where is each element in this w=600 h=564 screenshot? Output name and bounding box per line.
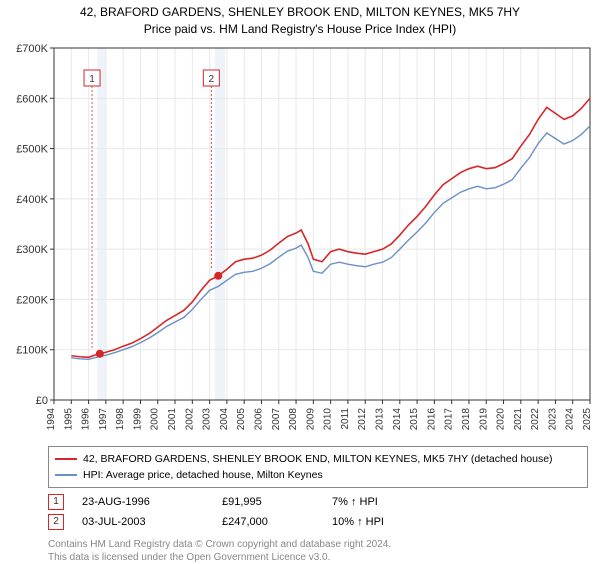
transaction-marker-badge: 1 (48, 494, 64, 510)
svg-text:£0: £0 (36, 395, 48, 407)
svg-text:2024: 2024 (565, 407, 576, 430)
legend-item: 42, BRAFORD GARDENS, SHENLEY BROOK END, … (55, 451, 581, 467)
transaction-row: 2 03-JUL-2003£247,00010% ↑ HPI (48, 512, 594, 532)
svg-text:2000: 2000 (150, 407, 161, 430)
transaction-date: 03-JUL-2003 (82, 516, 222, 528)
transaction-hpi: 10% ↑ HPI (332, 516, 384, 528)
svg-text:2009: 2009 (305, 407, 316, 430)
svg-text:£100K: £100K (16, 344, 48, 356)
legend-swatch (55, 458, 77, 460)
svg-text:£600K: £600K (16, 93, 48, 105)
svg-text:2003: 2003 (202, 407, 213, 430)
svg-text:1996: 1996 (81, 407, 92, 430)
svg-text:2013: 2013 (375, 407, 386, 430)
svg-text:1994: 1994 (46, 407, 57, 430)
svg-text:1997: 1997 (98, 407, 109, 430)
svg-text:2010: 2010 (323, 407, 334, 430)
svg-text:2006: 2006 (253, 407, 264, 430)
transaction-marker-badge: 2 (48, 514, 64, 530)
transaction-price: £91,995 (222, 496, 332, 508)
svg-text:2022: 2022 (530, 407, 541, 430)
svg-text:1998: 1998 (115, 407, 126, 430)
svg-text:2020: 2020 (496, 407, 507, 430)
svg-text:£400K: £400K (16, 193, 48, 205)
svg-text:2021: 2021 (513, 407, 524, 430)
legend-swatch (55, 474, 77, 476)
svg-text:2: 2 (209, 74, 215, 85)
transaction-table: 1 23-AUG-1996£91,9957% ↑ HPI 2 03-JUL-2003£… (48, 492, 594, 532)
svg-text:£300K: £300K (16, 244, 48, 256)
svg-text:2015: 2015 (409, 407, 420, 430)
svg-text:£500K: £500K (16, 143, 48, 155)
footnote-line2: This data is licensed under the Open Gov… (48, 551, 594, 564)
legend-label: 42, BRAFORD GARDENS, SHENLEY BROOK END, … (83, 453, 553, 465)
footnote-line1: Contains HM Land Registry data © Crown c… (48, 538, 594, 551)
legend: 42, BRAFORD GARDENS, SHENLEY BROOK END, … (48, 446, 588, 488)
svg-text:£700K: £700K (16, 43, 48, 55)
svg-text:2017: 2017 (444, 407, 455, 430)
legend-item: HPI: Average price, detached house, Milt… (55, 467, 581, 483)
svg-text:2004: 2004 (219, 407, 230, 430)
svg-text:2014: 2014 (392, 407, 403, 430)
svg-text:2025: 2025 (582, 407, 593, 430)
title-subtitle: Price paid vs. HM Land Registry's House … (6, 21, 594, 38)
svg-text:2007: 2007 (271, 407, 282, 430)
svg-text:2011: 2011 (340, 407, 351, 429)
svg-text:1995: 1995 (63, 407, 74, 430)
svg-text:2008: 2008 (288, 407, 299, 430)
svg-text:£200K: £200K (16, 294, 48, 306)
svg-text:2019: 2019 (478, 407, 489, 430)
svg-text:1: 1 (89, 74, 95, 85)
svg-text:2023: 2023 (547, 407, 558, 430)
legend-label: HPI: Average price, detached house, Milt… (83, 469, 323, 481)
svg-text:2016: 2016 (426, 407, 437, 430)
price-chart: £0 £100K £200K £300K £400K £500K £600K £700K 199… (6, 42, 594, 442)
svg-text:2001: 2001 (167, 407, 178, 430)
transaction-hpi: 7% ↑ HPI (332, 496, 378, 508)
title-address: 42, BRAFORD GARDENS, SHENLEY BROOK END, … (6, 4, 594, 21)
svg-text:2002: 2002 (184, 407, 195, 430)
svg-text:2005: 2005 (236, 407, 247, 430)
transaction-date: 23-AUG-1996 (82, 496, 222, 508)
transaction-row: 1 23-AUG-1996£91,9957% ↑ HPI (48, 492, 594, 512)
svg-text:1999: 1999 (132, 407, 143, 430)
svg-text:2018: 2018 (461, 407, 472, 430)
transaction-price: £247,000 (222, 516, 332, 528)
svg-text:2012: 2012 (357, 407, 368, 430)
